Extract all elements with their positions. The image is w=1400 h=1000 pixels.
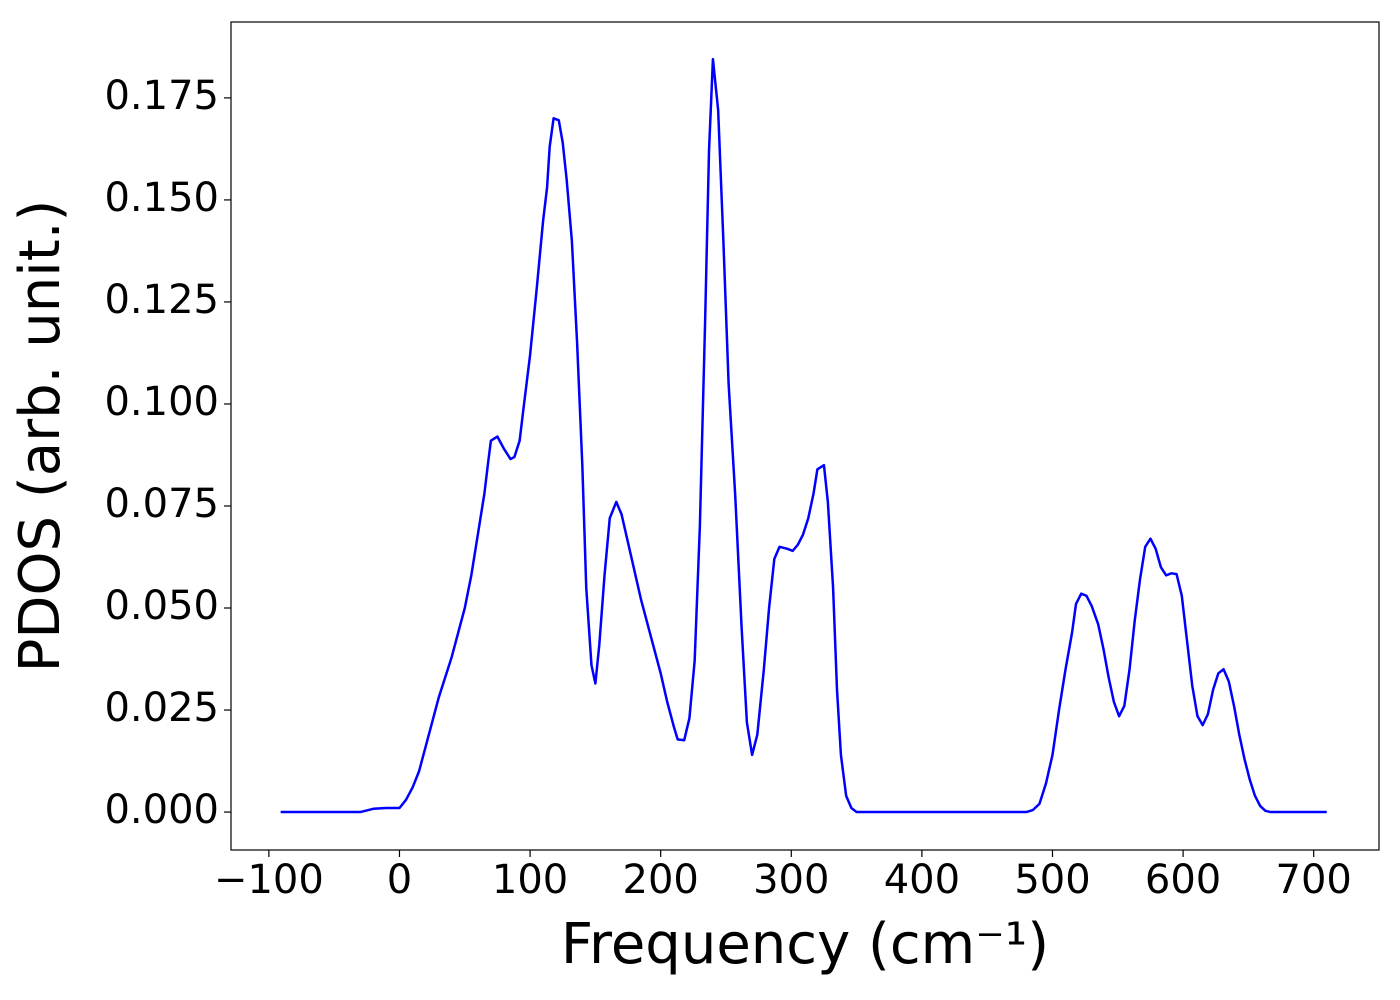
- x-tick-label: 500: [1014, 857, 1090, 903]
- y-tick-label: 0.050: [104, 583, 219, 629]
- y-tick-label: 0.075: [104, 481, 219, 527]
- x-tick-label: 300: [753, 857, 829, 903]
- x-axis-label: Frequency (cm⁻¹): [561, 912, 1049, 977]
- plot-frame: [230, 21, 1380, 851]
- y-axis-label: PDOS (arb. unit.): [8, 200, 73, 673]
- y-tick-label: 0.150: [104, 175, 219, 221]
- x-tick-label: 600: [1145, 857, 1221, 903]
- x-tick-label: 100: [492, 857, 568, 903]
- y-tick-label: 0.100: [104, 379, 219, 425]
- x-tick-label: −100: [214, 857, 324, 903]
- y-tick-label: 0.000: [104, 787, 219, 833]
- x-tick-label: 200: [623, 857, 699, 903]
- x-tick-label: 700: [1276, 857, 1352, 903]
- y-tick-label: 0.025: [104, 685, 219, 731]
- x-tick-label: 400: [884, 857, 960, 903]
- data-line: [280, 57, 1327, 814]
- x-tick-label: 0: [387, 857, 412, 903]
- y-tick-label: 0.175: [104, 73, 219, 119]
- y-tick-label: 0.125: [104, 277, 219, 323]
